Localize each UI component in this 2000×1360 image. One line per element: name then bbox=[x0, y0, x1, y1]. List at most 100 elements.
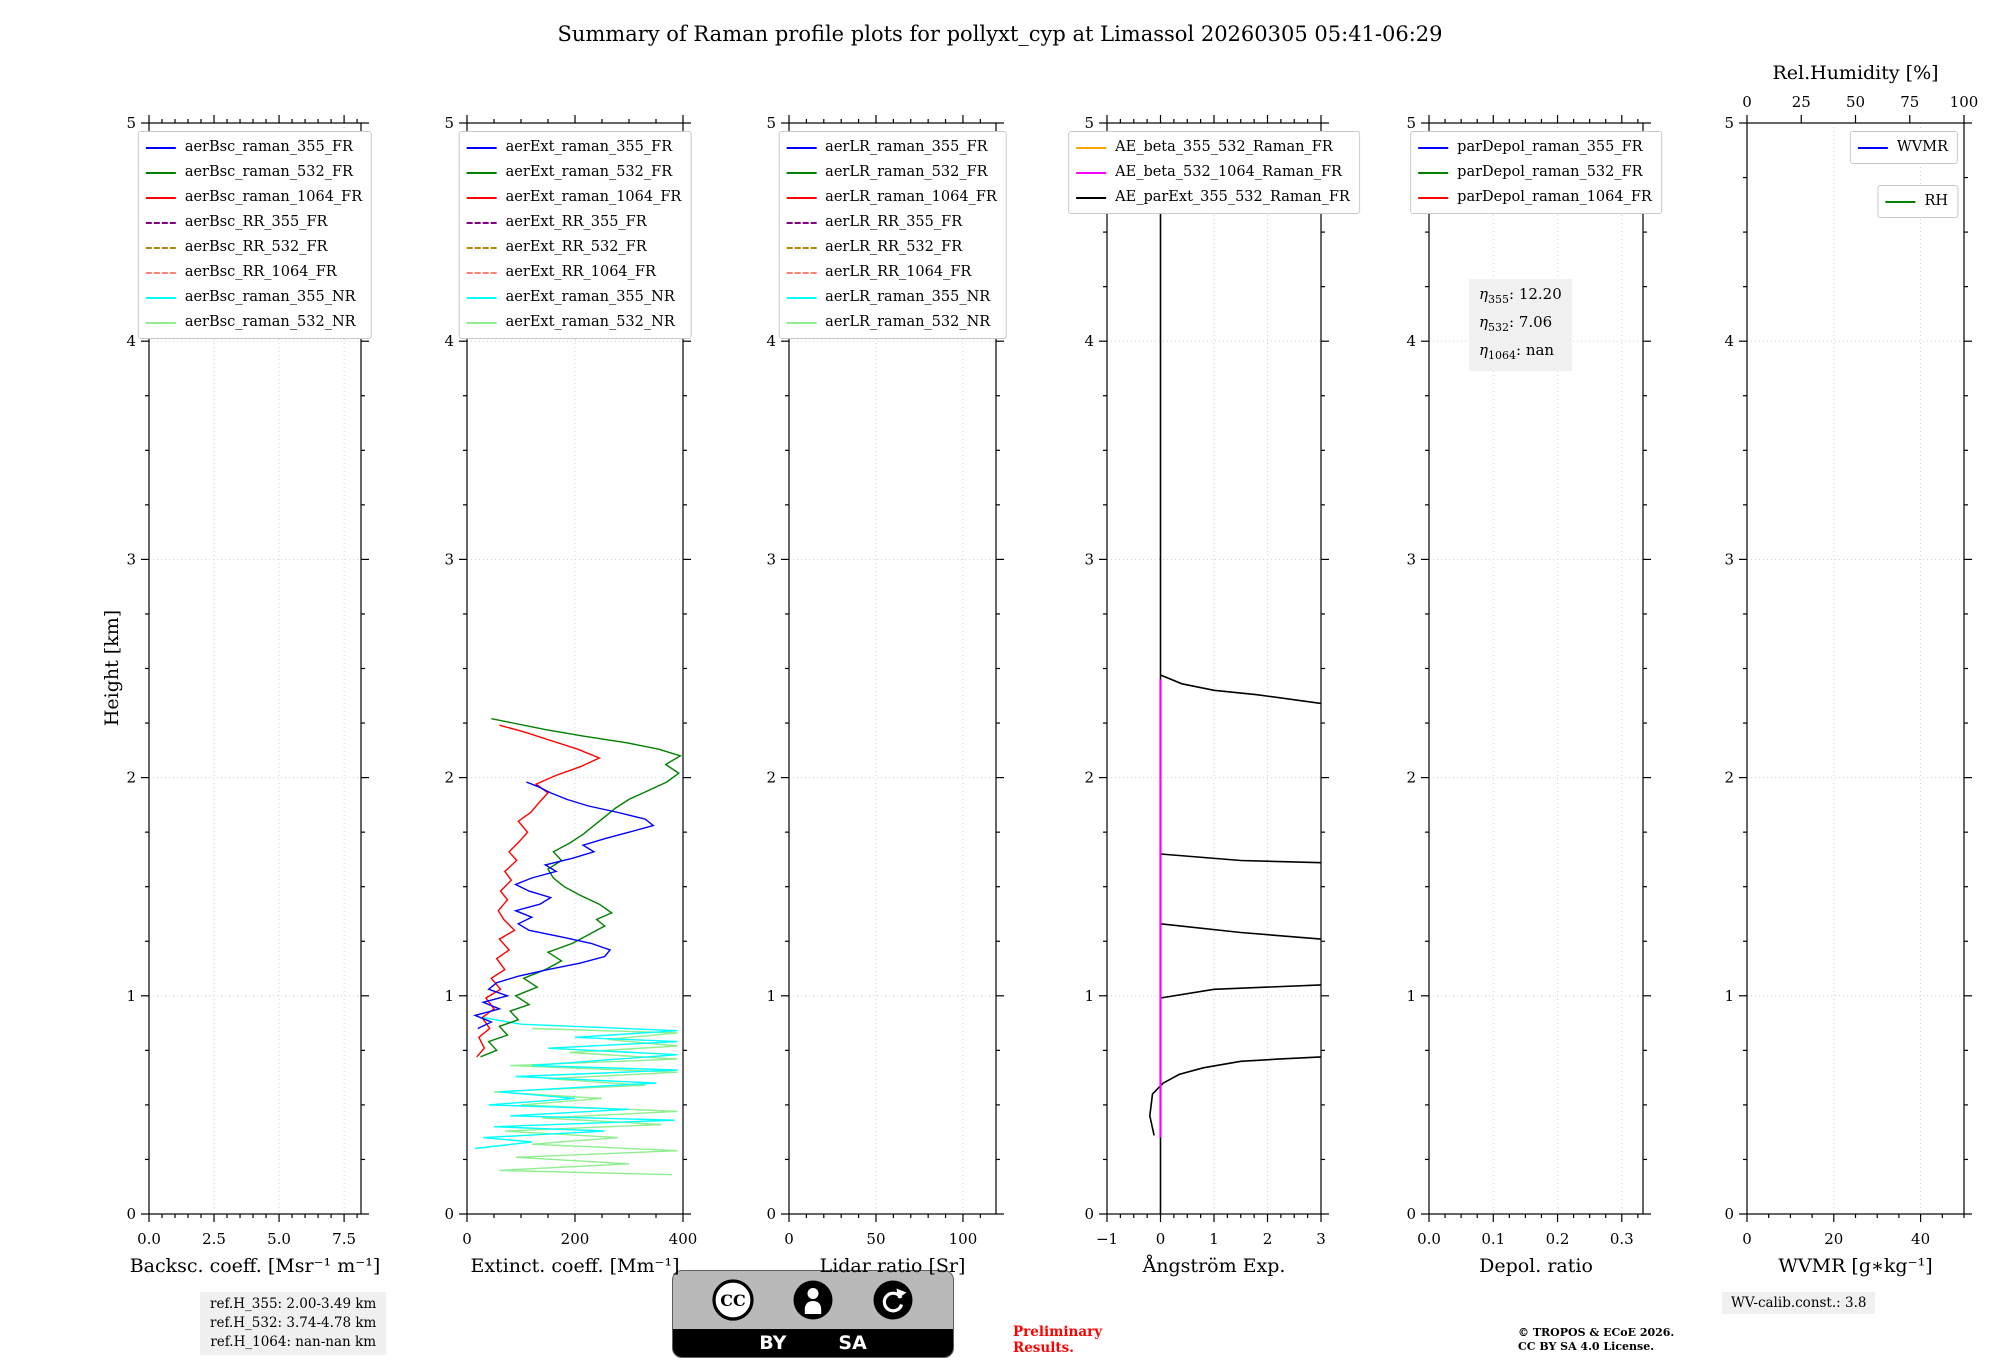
y-tick-label: 2 bbox=[1084, 769, 1094, 787]
legend-line-sample bbox=[786, 221, 817, 224]
preliminary-line-1: Preliminary bbox=[1013, 1324, 1103, 1340]
legend-entry: aerLR_RR_532_FR bbox=[786, 235, 997, 260]
y-tick-label: 3 bbox=[1724, 550, 1734, 568]
legend-line-sample bbox=[786, 271, 817, 274]
y-tick-label: 5 bbox=[1406, 114, 1416, 132]
y-tick-label: 1 bbox=[1724, 987, 1734, 1005]
series-AE_parExt_355_532_Raman_FR bbox=[1160, 923, 1321, 940]
ref-h-355-text: ref.H_355: 2.00-3.49 km bbox=[210, 1296, 377, 1312]
y-tick-label: 1 bbox=[1084, 987, 1094, 1005]
y-tick-label: 3 bbox=[1406, 550, 1416, 568]
y-tick-label: 3 bbox=[444, 550, 454, 568]
legend-extinction: aerExt_raman_355_FR aerExt_raman_532_FR ae… bbox=[458, 131, 692, 339]
legend-label: aerBsc_raman_355_NR bbox=[184, 289, 356, 305]
x-axis-label-wvmr: WVMR [g∗kg⁻¹] bbox=[1778, 1255, 1932, 1277]
legend-entry: parDepol_raman_532_FR bbox=[1418, 160, 1652, 185]
axes-frame bbox=[1106, 122, 1322, 1215]
legend-line-sample bbox=[786, 146, 817, 149]
preliminary-note: Preliminary Results. bbox=[1013, 1324, 1102, 1356]
legend-label: parDepol_raman_532_FR bbox=[1457, 164, 1643, 180]
y-tick-label: 4 bbox=[1724, 332, 1734, 350]
legend-line-sample bbox=[1857, 146, 1888, 149]
legend-label: AE_beta_532_1064_Raman_FR bbox=[1115, 164, 1342, 180]
preliminary-line-2: Results. bbox=[1013, 1340, 1074, 1356]
x-tick-label: 0.1 bbox=[1481, 1230, 1505, 1248]
x-tick-label: 2 bbox=[1263, 1230, 1273, 1248]
legend-label: parDepol_raman_355_FR bbox=[1457, 139, 1643, 155]
legend-line-sample bbox=[786, 296, 817, 299]
legend-line-sample bbox=[145, 171, 176, 174]
top-axis-tick-label: 50 bbox=[1846, 93, 1865, 111]
legend-entry: aerBsc_raman_355_NR bbox=[145, 285, 362, 310]
series-AE_parExt_355_532_Raman_FR bbox=[1160, 853, 1321, 864]
legend-entry: AE_parExt_355_532_Raman_FR bbox=[1076, 185, 1350, 210]
y-tick-label: 4 bbox=[1084, 332, 1094, 350]
x-axis-label-extinction: Extinct. coeff. [Mm⁻¹] bbox=[470, 1255, 679, 1277]
eta-value-line: η355: 12.20 bbox=[1479, 285, 1562, 306]
legend-entry: aerExt_raman_355_FR bbox=[466, 135, 682, 160]
legend-label: aerLR_raman_532_FR bbox=[825, 164, 988, 180]
legend-label: aerExt_RR_355_FR bbox=[505, 214, 647, 230]
x-tick-label: 0.0 bbox=[1417, 1230, 1441, 1248]
x-axis-label-backscatter: Backsc. coeff. [Msr⁻¹ m⁻¹] bbox=[130, 1255, 381, 1277]
series-aerExt_raman_1064_FR bbox=[476, 724, 602, 1058]
copyright-note: © TROPOS & ECoE 2026. CC BY SA 4.0 Licen… bbox=[1518, 1326, 1674, 1353]
x-tick-label: 5.0 bbox=[267, 1230, 291, 1248]
legend-line-sample bbox=[466, 146, 497, 149]
y-tick-label: 4 bbox=[444, 332, 454, 350]
legend-entry: aerExt_RR_1064_FR bbox=[466, 260, 682, 285]
y-tick-label: 2 bbox=[444, 769, 454, 787]
legend-entry: aerExt_RR_532_FR bbox=[466, 235, 682, 260]
legend-line-sample bbox=[145, 146, 176, 149]
legend-label: aerBsc_RR_355_FR bbox=[184, 214, 328, 230]
series-AE_parExt_355_532_Raman_FR bbox=[1148, 1056, 1321, 1136]
legend-entry: aerBsc_raman_1064_FR bbox=[145, 185, 362, 210]
legend-line-sample bbox=[466, 296, 497, 299]
legend-label: aerExt_RR_532_FR bbox=[505, 239, 647, 255]
legend-label: aerLR_RR_355_FR bbox=[825, 214, 963, 230]
axes-frame bbox=[1746, 122, 1965, 1215]
legend-line-sample bbox=[145, 221, 176, 224]
x-tick-label: −1 bbox=[1096, 1230, 1118, 1248]
y-tick-label: 0 bbox=[1724, 1205, 1734, 1223]
legend-label: aerBsc_RR_532_FR bbox=[184, 239, 328, 255]
share-alike-icon bbox=[873, 1280, 913, 1320]
y-tick-label: 5 bbox=[1084, 114, 1094, 132]
panel-lidar-ratio: 0 50 100 0 1 2 3 4 5 Lidar ratio [Sr] bbox=[766, 114, 1004, 1277]
x-tick-label: 2.5 bbox=[202, 1230, 226, 1248]
legend-line-sample bbox=[1076, 146, 1107, 149]
y-tick-label: 1 bbox=[1406, 987, 1416, 1005]
y-tick-label: 4 bbox=[1406, 332, 1416, 350]
series-aerExt_raman_355_NR bbox=[475, 1016, 678, 1150]
y-tick-label: 0 bbox=[126, 1205, 136, 1223]
legend-line-sample bbox=[1418, 196, 1449, 199]
x-tick-label: 0 bbox=[784, 1230, 794, 1248]
person-icon bbox=[793, 1280, 833, 1320]
series-aerExt_raman_355_FR bbox=[472, 781, 655, 1030]
legend-line-sample bbox=[466, 221, 497, 224]
legend-line-sample bbox=[1076, 196, 1107, 199]
ref-h-532-text: ref.H_532: 3.74-4.78 km bbox=[210, 1315, 377, 1331]
y-tick-label: 4 bbox=[766, 332, 776, 350]
legend-line-sample bbox=[786, 321, 817, 324]
legend-line-sample bbox=[466, 171, 497, 174]
legend-entry: aerExt_raman_1064_FR bbox=[466, 185, 681, 210]
y-tick-label: 1 bbox=[444, 987, 454, 1005]
legend-entry: aerExt_raman_532_NR bbox=[466, 310, 682, 335]
legend-label: aerLR_raman_532_NR bbox=[825, 314, 991, 330]
copyright-line-2: CC BY SA 4.0 License. bbox=[1518, 1339, 1655, 1353]
x-tick-label: 40 bbox=[1911, 1230, 1930, 1248]
x-tick-label: 50 bbox=[866, 1230, 885, 1248]
svg-text:CC: CC bbox=[720, 1291, 745, 1310]
legend-label: aerBsc_raman_355_FR bbox=[184, 139, 353, 155]
ref-h-1064-text: ref.H_1064: nan-nan km bbox=[210, 1334, 377, 1350]
legend-line-sample bbox=[1076, 171, 1107, 174]
legend-label: parDepol_raman_1064_FR bbox=[1457, 189, 1652, 205]
legend-label: aerExt_raman_532_NR bbox=[505, 314, 675, 330]
y-tick-label: 4 bbox=[126, 332, 136, 350]
y-tick-label: 0 bbox=[1406, 1205, 1416, 1223]
legend-entry: aerBsc_RR_355_FR bbox=[145, 210, 362, 235]
eta-value-line: η1064: nan bbox=[1479, 341, 1555, 362]
